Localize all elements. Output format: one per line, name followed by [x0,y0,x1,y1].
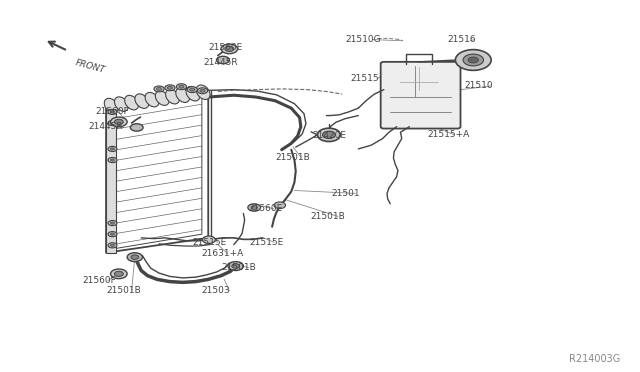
Ellipse shape [176,88,189,102]
Circle shape [108,146,117,151]
Circle shape [111,233,115,235]
Circle shape [165,85,175,91]
Text: 21501B: 21501B [221,263,256,272]
Circle shape [154,86,164,92]
Circle shape [468,57,478,63]
Ellipse shape [196,85,210,99]
Circle shape [228,262,243,270]
Circle shape [115,271,124,276]
Circle shape [323,131,335,138]
Circle shape [168,86,173,89]
Circle shape [274,202,285,209]
Text: 21515+A: 21515+A [428,130,470,140]
Circle shape [317,128,340,141]
Text: 21515E: 21515E [192,238,227,247]
Circle shape [111,244,115,246]
Text: 21501: 21501 [332,189,360,198]
Text: 21445R: 21445R [89,122,124,131]
Circle shape [221,44,237,54]
Circle shape [108,157,117,163]
Ellipse shape [166,89,179,104]
Circle shape [108,232,117,237]
Circle shape [127,253,143,262]
Text: 21560E: 21560E [248,205,283,214]
Circle shape [232,264,239,268]
Circle shape [200,89,205,92]
Circle shape [248,204,260,211]
Circle shape [202,236,215,243]
Circle shape [131,255,139,259]
Text: 21510: 21510 [465,81,493,90]
Circle shape [189,88,195,91]
Text: R214003G: R214003G [569,354,620,364]
Text: 21420E: 21420E [312,131,346,140]
Text: 21503: 21503 [202,286,230,295]
Circle shape [179,85,184,88]
Circle shape [176,84,186,90]
Circle shape [111,111,115,113]
Circle shape [111,148,115,150]
Circle shape [251,206,257,209]
Ellipse shape [115,97,128,111]
Ellipse shape [135,94,148,108]
Circle shape [225,46,234,51]
Polygon shape [106,106,116,253]
Text: 21510G: 21510G [346,35,381,44]
Text: 21560F: 21560F [95,108,129,116]
Text: 21501B: 21501B [106,286,141,295]
Circle shape [108,221,117,226]
Ellipse shape [186,86,200,101]
Circle shape [131,124,143,131]
Text: 21560F: 21560F [83,276,116,285]
Text: 21631+A: 21631+A [202,249,244,258]
Circle shape [111,222,115,224]
Circle shape [111,122,115,124]
Circle shape [456,49,491,70]
Text: 21560E: 21560E [208,42,243,51]
Ellipse shape [145,92,159,107]
Text: 21515: 21515 [351,74,380,83]
Circle shape [157,87,162,90]
Circle shape [111,117,127,127]
Circle shape [108,109,117,115]
Circle shape [115,119,124,125]
Circle shape [111,159,115,161]
Circle shape [216,56,229,64]
Text: 21515E: 21515E [250,238,284,247]
Text: 21516: 21516 [448,35,476,44]
Text: 21445R: 21445R [204,58,238,67]
FancyBboxPatch shape [381,62,461,129]
Ellipse shape [125,95,138,110]
Text: 21501B: 21501B [275,153,310,161]
Ellipse shape [156,91,169,105]
Circle shape [197,88,207,94]
Circle shape [463,54,483,66]
Circle shape [108,121,117,126]
Ellipse shape [104,98,118,113]
Circle shape [108,243,117,248]
Circle shape [187,87,197,93]
Text: FRONT: FRONT [74,58,106,75]
Text: 21501B: 21501B [310,212,345,221]
Circle shape [111,269,127,279]
